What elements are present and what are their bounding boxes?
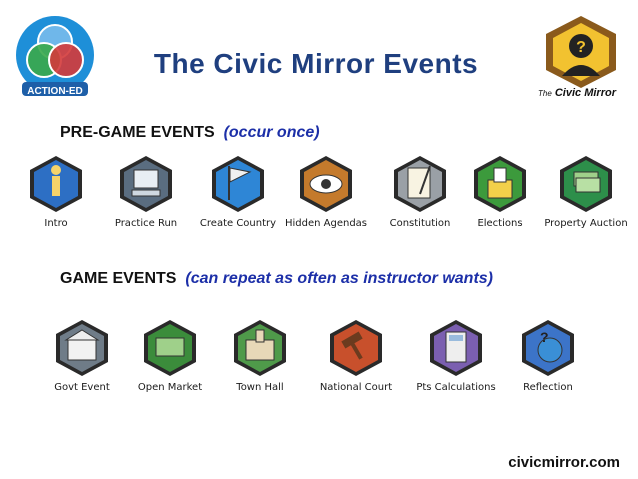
game-event-govt-event[interactable]: Govt Event: [32, 318, 132, 393]
game-event-national-court[interactable]: National Court: [306, 318, 406, 393]
town-hall-icon: [210, 318, 310, 378]
pre-game-note: (occur once): [223, 124, 320, 141]
globe-question-icon: ?: [498, 318, 598, 378]
event-label: Hidden Agendas: [284, 218, 368, 229]
calculator-icon: [406, 318, 506, 378]
money-hand-icon: [536, 154, 636, 214]
event-label: National Court: [319, 382, 393, 393]
info-i-icon: [6, 154, 106, 214]
pre-game-heading-text: PRE-GAME EVENTS: [60, 124, 215, 141]
action-ed-label: ACTION-ED: [27, 86, 83, 97]
government-building-icon: [32, 318, 132, 378]
money-exchange-icon: [120, 318, 220, 378]
game-event-town-hall[interactable]: Town Hall: [210, 318, 310, 393]
game-events-note: (can repeat as often as instructor wants…: [185, 270, 493, 287]
site-url[interactable]: civicmirror.com: [508, 454, 620, 471]
gavel-icon: [306, 318, 406, 378]
game-event-pts-calculations[interactable]: Pts Calculations: [406, 318, 506, 393]
pre-game-heading: PRE-GAME EVENTS (occur once): [60, 124, 320, 142]
game-event-reflection[interactable]: ? Reflection: [498, 318, 598, 393]
pre-game-event-create-country[interactable]: Create Country: [188, 154, 288, 229]
svg-text:?: ?: [576, 39, 586, 56]
game-events-heading-text: GAME EVENTS: [60, 270, 177, 287]
eye-icon: [276, 154, 376, 214]
pre-game-event-practice-run[interactable]: Practice Run: [96, 154, 196, 229]
scroll-quill-icon: [370, 154, 470, 214]
ballot-box-icon: [450, 154, 550, 214]
game-event-open-market[interactable]: Open Market: [120, 318, 220, 393]
event-label: Property Auction: [544, 218, 628, 229]
page-title: The Civic Mirror Events: [153, 48, 479, 79]
event-label: Reflection: [523, 382, 573, 393]
event-label: Intro: [44, 218, 68, 229]
event-label: Town Hall: [236, 382, 284, 393]
event-label: Constitution: [389, 218, 451, 229]
pre-game-event-hidden-agendas[interactable]: Hidden Agendas: [276, 154, 376, 229]
pre-game-event-elections[interactable]: Elections: [450, 154, 550, 229]
pre-game-event-property-auction[interactable]: Property Auction: [536, 154, 636, 229]
civic-mirror-prefix: The: [538, 89, 552, 98]
pre-game-event-intro[interactable]: Intro: [6, 154, 106, 229]
pre-game-event-constitution[interactable]: Constitution: [370, 154, 470, 229]
civic-mirror-name: Civic Mirror: [554, 87, 616, 99]
event-label: Open Market: [137, 382, 203, 393]
event-label: Pts Calculations: [416, 382, 496, 393]
event-label: Create Country: [199, 218, 277, 229]
computer-icon: [96, 154, 196, 214]
game-events-heading: GAME EVENTS (can repeat as often as inst…: [60, 270, 493, 288]
event-label: Elections: [477, 218, 523, 229]
svg-text:?: ?: [540, 329, 549, 345]
event-label: Practice Run: [114, 218, 178, 229]
action-ed-logo: [14, 12, 96, 98]
flag-icon: [188, 154, 288, 214]
civic-mirror-label: The Civic Mirror: [522, 87, 632, 99]
civic-mirror-logo: ?: [540, 14, 622, 90]
event-label: Govt Event: [54, 382, 110, 393]
